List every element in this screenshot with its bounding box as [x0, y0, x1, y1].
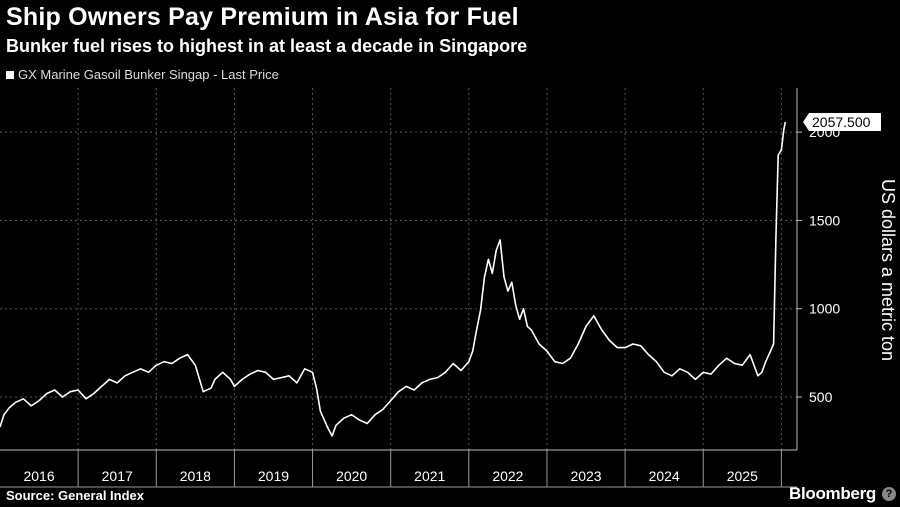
x-tick-label: 2023 [570, 468, 601, 484]
last-value-label: 2057.500 [812, 114, 871, 130]
x-tick-label: 2020 [336, 468, 367, 484]
legend-label: GX Marine Gasoil Bunker Singap - Last Pr… [18, 67, 279, 82]
x-tick-label: 2022 [492, 468, 523, 484]
chart-subtitle: Bunker fuel rises to highest in at least… [6, 36, 528, 56]
x-tick-label: 2016 [23, 468, 54, 484]
x-tick-label: 2018 [180, 468, 211, 484]
y-tick-label: 500 [809, 389, 833, 405]
x-tick-label: 2021 [414, 468, 445, 484]
y-tick-label: 1000 [809, 301, 840, 317]
brand-logo: Bloomberg [788, 484, 876, 503]
chart-title: Ship Owners Pay Premium in Asia for Fuel [6, 3, 519, 31]
last-value-flag [803, 112, 881, 131]
series-line [0, 121, 787, 437]
legend: GX Marine Gasoil Bunker Singap - Last Pr… [6, 67, 279, 82]
y-axis-title: US dollars a metric ton [878, 179, 898, 361]
x-tick-label: 2019 [258, 468, 289, 484]
question-icon: ? [882, 487, 896, 501]
legend-swatch [6, 70, 14, 79]
y-tick-label: 1500 [809, 212, 840, 228]
x-tick-label: 2017 [102, 468, 133, 484]
source-note: Source: General Index [6, 488, 144, 503]
x-tick-label: 2025 [727, 468, 758, 484]
x-tick-label: 2024 [649, 468, 680, 484]
